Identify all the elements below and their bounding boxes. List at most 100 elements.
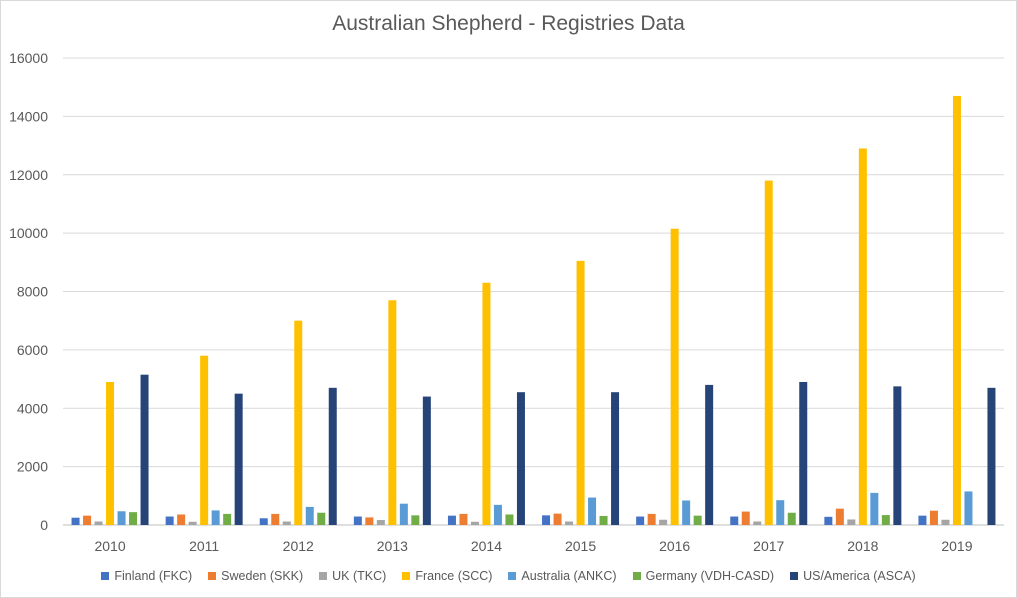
bar <box>317 512 326 525</box>
bar <box>565 521 574 525</box>
bar <box>516 392 525 525</box>
bar <box>71 517 80 525</box>
bar <box>177 514 186 525</box>
bar <box>824 516 833 525</box>
bar <box>918 515 927 525</box>
bar <box>858 148 867 525</box>
bar <box>542 515 551 525</box>
legend-swatch <box>508 572 517 580</box>
legend-label: Sweden (SKK) <box>221 569 304 583</box>
bar <box>741 511 750 525</box>
legend-label: Australia (ANKC) <box>521 569 617 583</box>
bar <box>282 521 291 525</box>
bar <box>881 515 890 525</box>
y-tick-label: 0 <box>40 517 48 533</box>
y-tick-label: 6000 <box>17 342 48 358</box>
bar <box>636 516 645 525</box>
bar <box>234 393 243 525</box>
legend-swatch <box>319 572 328 580</box>
bar <box>753 521 762 525</box>
bar <box>83 515 92 525</box>
bar <box>835 508 844 525</box>
bar <box>328 387 337 525</box>
x-tick-label: 2014 <box>471 538 502 554</box>
legend-label: Germany (VDH-CASD) <box>645 569 775 583</box>
x-tick-label: 2018 <box>847 538 878 554</box>
y-tick-label: 8000 <box>17 284 48 300</box>
bar <box>422 396 431 525</box>
x-tick-label: 2011 <box>189 538 219 554</box>
bar <box>188 521 197 525</box>
bar <box>576 260 585 525</box>
legend-label: US/America (ASCA) <box>803 569 916 583</box>
bar <box>140 374 149 525</box>
y-tick-label: 14000 <box>9 108 48 124</box>
bar <box>365 517 374 525</box>
chart-title: Australian Shepherd - Registries Data <box>332 12 685 35</box>
x-tick-label: 2016 <box>659 538 690 554</box>
bar <box>129 512 138 525</box>
bar <box>271 513 280 525</box>
bar <box>952 95 961 525</box>
legend-swatch <box>402 572 411 580</box>
legend-label: Finland (FKC) <box>114 569 193 583</box>
legend-item: US/America (ASCA) <box>790 569 916 583</box>
bar <box>470 521 479 525</box>
bar <box>929 510 938 525</box>
legend-item: Finland (FKC) <box>101 569 192 583</box>
legend-swatch <box>632 572 641 580</box>
legend-swatch <box>208 572 217 580</box>
bar <box>764 180 773 525</box>
legend-item: Sweden (SKK) <box>208 569 303 583</box>
bar <box>447 515 456 525</box>
bar <box>94 521 103 525</box>
bar <box>259 518 268 525</box>
bar <box>941 519 950 525</box>
bar <box>200 355 209 525</box>
x-tick-label: 2015 <box>565 538 596 554</box>
bar <box>399 503 408 525</box>
y-tick-label: 16000 <box>9 50 48 66</box>
legend-swatch <box>790 572 799 580</box>
x-tick-label: 2012 <box>283 538 314 554</box>
x-tick-label: 2019 <box>941 538 972 554</box>
bar <box>599 515 608 525</box>
bar <box>411 515 420 525</box>
bar <box>987 387 996 525</box>
bar <box>870 492 879 525</box>
bar <box>682 500 691 525</box>
y-tick-label: 12000 <box>9 167 48 183</box>
x-tick-label: 2010 <box>94 538 125 554</box>
bar <box>553 513 562 525</box>
bar <box>670 228 679 525</box>
bar <box>353 516 362 525</box>
y-tick-label: 4000 <box>17 400 48 416</box>
bar <box>647 513 656 525</box>
legend-label: UK (TKC) <box>332 569 387 583</box>
bar <box>799 381 808 525</box>
bar <box>730 516 739 525</box>
x-tick-label: 2017 <box>753 538 784 554</box>
legend-item: UK (TKC) <box>319 569 386 583</box>
bar <box>117 511 126 525</box>
bar <box>493 504 502 525</box>
bar <box>659 519 668 525</box>
bar <box>211 510 220 525</box>
legend-item: France (SCC) <box>402 569 492 583</box>
chart-legend: Finland (FKC) Sweden (SKK) UK (TKC) France … <box>0 569 1017 583</box>
bar <box>482 282 491 525</box>
bar <box>388 300 397 525</box>
bar <box>223 513 232 525</box>
legend-label: France (SCC) <box>415 569 493 583</box>
legend-item: Germany (VDH-CASD) <box>632 569 775 583</box>
bar <box>893 386 902 525</box>
bar <box>294 320 303 525</box>
legend-item: Australia (ANKC) <box>508 569 617 583</box>
bar <box>106 381 115 525</box>
bar <box>693 515 702 525</box>
bar <box>459 513 468 525</box>
bar <box>505 514 514 525</box>
bar <box>588 497 597 525</box>
bar <box>847 519 856 525</box>
